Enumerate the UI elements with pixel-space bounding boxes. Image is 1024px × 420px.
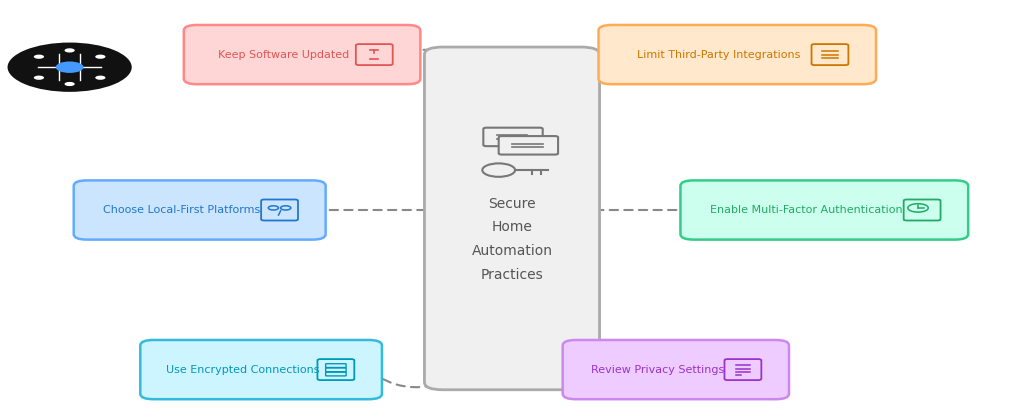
Text: Choose Local-First Platforms: Choose Local-First Platforms: [102, 205, 260, 215]
FancyBboxPatch shape: [140, 340, 382, 399]
Text: Use Encrypted Connections: Use Encrypted Connections: [166, 365, 319, 375]
FancyBboxPatch shape: [184, 25, 420, 84]
FancyBboxPatch shape: [424, 47, 600, 390]
Circle shape: [6, 41, 133, 93]
FancyBboxPatch shape: [563, 340, 788, 399]
Circle shape: [65, 48, 75, 52]
Text: Limit Third-Party Integrations: Limit Third-Party Integrations: [637, 50, 801, 60]
Text: Keep Software Updated: Keep Software Updated: [218, 50, 349, 60]
Circle shape: [65, 82, 75, 86]
Circle shape: [55, 61, 84, 73]
Circle shape: [95, 76, 105, 80]
FancyBboxPatch shape: [499, 136, 558, 155]
Text: Review Privacy Settings: Review Privacy Settings: [591, 365, 724, 375]
Text: Enable Multi-Factor Authentication: Enable Multi-Factor Authentication: [710, 205, 902, 215]
Text: Secure
Home
Automation
Practices: Secure Home Automation Practices: [471, 197, 553, 282]
FancyBboxPatch shape: [74, 181, 326, 239]
FancyBboxPatch shape: [598, 25, 876, 84]
FancyBboxPatch shape: [680, 181, 969, 239]
Circle shape: [34, 76, 44, 80]
Circle shape: [95, 55, 105, 59]
Circle shape: [34, 55, 44, 59]
